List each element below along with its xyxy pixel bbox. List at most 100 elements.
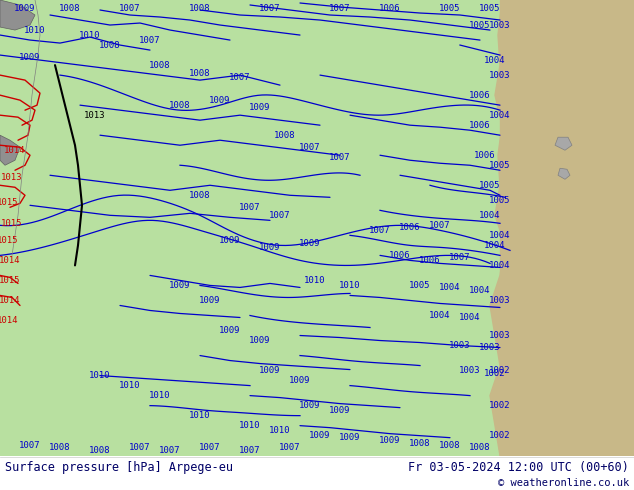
Polygon shape xyxy=(0,135,20,165)
Text: 1004: 1004 xyxy=(489,111,511,120)
Text: 1005: 1005 xyxy=(410,281,430,290)
Text: 1009: 1009 xyxy=(199,296,221,305)
Text: 1007: 1007 xyxy=(239,203,261,212)
Text: 1007: 1007 xyxy=(369,226,391,235)
Bar xyxy=(0,0,500,456)
Text: 1009: 1009 xyxy=(259,243,281,252)
Text: 1006: 1006 xyxy=(469,91,491,99)
Text: 1003: 1003 xyxy=(489,21,511,29)
Text: 1009: 1009 xyxy=(299,239,321,248)
Text: 1009: 1009 xyxy=(219,326,241,335)
Text: 1013: 1013 xyxy=(1,173,23,182)
Text: 1010: 1010 xyxy=(239,421,261,430)
Text: 1006: 1006 xyxy=(379,3,401,13)
Text: 1015: 1015 xyxy=(0,236,19,245)
Text: 1008: 1008 xyxy=(439,441,461,450)
Text: 1010: 1010 xyxy=(190,411,210,420)
Text: 1007: 1007 xyxy=(329,153,351,162)
Text: 1007: 1007 xyxy=(429,221,451,230)
Text: 1007: 1007 xyxy=(129,443,151,452)
Text: 1004: 1004 xyxy=(484,241,506,250)
Text: 1004: 1004 xyxy=(459,313,481,322)
Text: 1002: 1002 xyxy=(489,431,511,440)
Text: 1008: 1008 xyxy=(59,3,81,13)
Text: 1009: 1009 xyxy=(249,336,271,345)
Text: 1009: 1009 xyxy=(249,103,271,112)
Text: 1014: 1014 xyxy=(0,316,19,325)
Text: 1005: 1005 xyxy=(469,21,491,29)
Text: 1009: 1009 xyxy=(219,236,241,245)
Text: 1009: 1009 xyxy=(14,3,36,13)
Text: © weatheronline.co.uk: © weatheronline.co.uk xyxy=(498,478,629,488)
Polygon shape xyxy=(558,168,570,179)
Polygon shape xyxy=(0,0,35,30)
Text: 1008: 1008 xyxy=(190,69,210,77)
Text: 1009: 1009 xyxy=(329,406,351,415)
Text: 1006: 1006 xyxy=(469,121,491,130)
Text: 1004: 1004 xyxy=(429,311,451,320)
Text: 1003: 1003 xyxy=(489,331,511,340)
Text: 1007: 1007 xyxy=(139,36,161,45)
Text: 1010: 1010 xyxy=(79,30,101,40)
Text: 1007: 1007 xyxy=(199,443,221,452)
Text: 1007: 1007 xyxy=(19,441,41,450)
Text: 1004: 1004 xyxy=(479,211,501,220)
Polygon shape xyxy=(555,137,572,150)
Text: 1003: 1003 xyxy=(489,296,511,305)
Text: 1008: 1008 xyxy=(49,443,71,452)
Text: 1009: 1009 xyxy=(299,401,321,410)
Text: 1009: 1009 xyxy=(379,436,401,445)
Text: 1004: 1004 xyxy=(439,283,461,292)
Text: 1014: 1014 xyxy=(4,146,26,155)
Text: 1015: 1015 xyxy=(0,198,19,207)
Text: 1010: 1010 xyxy=(304,276,326,285)
Text: 1008: 1008 xyxy=(190,3,210,13)
Text: 1006: 1006 xyxy=(419,256,441,265)
Text: 1007: 1007 xyxy=(329,3,351,13)
Text: 1005: 1005 xyxy=(489,161,511,170)
Text: 1007: 1007 xyxy=(230,73,251,82)
Text: 1010: 1010 xyxy=(89,371,111,380)
Text: 1009: 1009 xyxy=(209,96,231,105)
Text: 1004: 1004 xyxy=(489,261,511,270)
Text: 1013: 1013 xyxy=(84,111,106,120)
Text: 1008: 1008 xyxy=(169,100,191,110)
Text: 1010: 1010 xyxy=(119,381,141,390)
Text: 1005: 1005 xyxy=(489,196,511,205)
Text: 1004: 1004 xyxy=(489,231,511,240)
Text: 1003: 1003 xyxy=(450,341,471,350)
Text: 1007: 1007 xyxy=(159,446,181,455)
Text: 1003: 1003 xyxy=(489,71,511,79)
Text: 1010: 1010 xyxy=(24,25,46,35)
Text: 1007: 1007 xyxy=(450,253,471,262)
Text: 1015: 1015 xyxy=(0,276,21,285)
Text: 1009: 1009 xyxy=(289,376,311,385)
Text: 1005: 1005 xyxy=(479,3,501,13)
Text: 1009: 1009 xyxy=(19,52,41,62)
Text: 1007: 1007 xyxy=(119,3,141,13)
Text: 1002: 1002 xyxy=(489,401,511,410)
Text: 1010: 1010 xyxy=(269,426,291,435)
Text: 1010: 1010 xyxy=(149,391,171,400)
Text: 1007: 1007 xyxy=(259,3,281,13)
Text: 1007: 1007 xyxy=(279,443,301,452)
Text: 1003: 1003 xyxy=(479,343,501,352)
Text: 1009: 1009 xyxy=(169,281,191,290)
Text: 1006: 1006 xyxy=(474,151,496,160)
Text: 1006: 1006 xyxy=(399,223,421,232)
Text: 1014: 1014 xyxy=(0,256,21,265)
Text: Fr 03-05-2024 12:00 UTC (00+60): Fr 03-05-2024 12:00 UTC (00+60) xyxy=(408,461,629,474)
Text: 1007: 1007 xyxy=(299,143,321,152)
Text: 1008: 1008 xyxy=(469,443,491,452)
Text: 1002: 1002 xyxy=(484,369,506,378)
Text: 1006: 1006 xyxy=(389,251,411,260)
Text: 1014: 1014 xyxy=(0,296,21,305)
Text: 1008: 1008 xyxy=(190,191,210,200)
Text: 1008: 1008 xyxy=(100,41,120,49)
Text: 1008: 1008 xyxy=(89,446,111,455)
Text: 1008: 1008 xyxy=(410,439,430,448)
Text: 1004: 1004 xyxy=(484,55,506,65)
Text: 1005: 1005 xyxy=(479,181,501,190)
Text: 1009: 1009 xyxy=(259,366,281,375)
Text: 1008: 1008 xyxy=(149,61,171,70)
